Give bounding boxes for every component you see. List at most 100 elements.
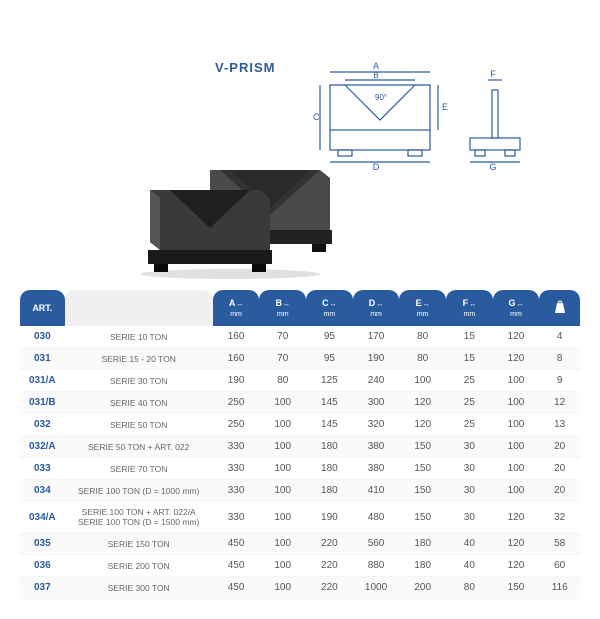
svg-text:D: D: [373, 162, 380, 170]
cell-f: 15: [446, 348, 493, 370]
cell-f: 30: [446, 458, 493, 480]
cell-a: 160: [213, 348, 260, 370]
cell-e: 200: [399, 577, 446, 599]
cell-c: 125: [306, 370, 353, 392]
cell-e: 100: [399, 370, 446, 392]
cell-desc: SERIE 15 - 20 TON: [65, 348, 213, 370]
table-row: 036SERIE 200 TON4501002208801804012060: [20, 555, 580, 577]
cell-f: 25: [446, 414, 493, 436]
cell-g: 100: [493, 414, 540, 436]
cell-kg: 58: [539, 533, 580, 555]
cell-art: 034: [20, 480, 65, 502]
cell-b: 100: [259, 533, 306, 555]
col-header-f: F↔mm: [446, 290, 493, 326]
cell-c: 190: [306, 502, 353, 533]
table-row: 031/BSERIE 40 TON2501001453001202510012: [20, 392, 580, 414]
cell-d: 380: [353, 436, 400, 458]
cell-b: 100: [259, 577, 306, 599]
cell-e: 80: [399, 326, 446, 348]
cell-art: 032/A: [20, 436, 65, 458]
cell-desc: SERIE 40 TON: [65, 392, 213, 414]
cell-d: 300: [353, 392, 400, 414]
col-header-desc: [65, 290, 213, 326]
cell-e: 150: [399, 436, 446, 458]
cell-e: 150: [399, 458, 446, 480]
col-header-a: A↔mm: [213, 290, 260, 326]
cell-art: 034/A: [20, 502, 65, 533]
cell-f: 30: [446, 502, 493, 533]
cell-g: 120: [493, 533, 540, 555]
cell-desc: SERIE 10 TON: [65, 326, 213, 348]
svg-text:E: E: [442, 102, 448, 112]
cell-c: 145: [306, 392, 353, 414]
col-header-kg: [539, 290, 580, 326]
cell-c: 180: [306, 480, 353, 502]
cell-art: 031: [20, 348, 65, 370]
cell-desc: SERIE 150 TON: [65, 533, 213, 555]
cell-kg: 20: [539, 480, 580, 502]
cell-d: 380: [353, 458, 400, 480]
cell-g: 100: [493, 480, 540, 502]
cell-f: 15: [446, 326, 493, 348]
cell-kg: 4: [539, 326, 580, 348]
cell-e: 80: [399, 348, 446, 370]
cell-kg: 20: [539, 436, 580, 458]
specs-table: ART.A↔mmB↔mmC↔mmD↔mmE↔mmF↔mmG↔mm 030SERI…: [20, 290, 580, 599]
cell-kg: 20: [539, 458, 580, 480]
cell-a: 190: [213, 370, 260, 392]
cell-art: 031/B: [20, 392, 65, 414]
cell-kg: 9: [539, 370, 580, 392]
cell-kg: 12: [539, 392, 580, 414]
cell-desc: SERIE 100 TON + ART. 022/A SERIE 100 TON…: [65, 502, 213, 533]
col-header-g: G↔mm: [493, 290, 540, 326]
cell-a: 450: [213, 555, 260, 577]
cell-b: 100: [259, 502, 306, 533]
cell-g: 120: [493, 348, 540, 370]
cell-b: 100: [259, 414, 306, 436]
cell-g: 120: [493, 502, 540, 533]
table-row: 032SERIE 50 TON2501001453201202510013: [20, 414, 580, 436]
cell-e: 120: [399, 392, 446, 414]
cell-c: 220: [306, 577, 353, 599]
table-header-row: ART.A↔mmB↔mmC↔mmD↔mmE↔mmF↔mmG↔mm: [20, 290, 580, 326]
cell-f: 80: [446, 577, 493, 599]
cell-d: 240: [353, 370, 400, 392]
cell-f: 25: [446, 392, 493, 414]
cell-g: 120: [493, 555, 540, 577]
svg-text:G: G: [489, 162, 496, 170]
cell-desc: SERIE 70 TON: [65, 458, 213, 480]
cell-f: 30: [446, 436, 493, 458]
cell-g: 100: [493, 436, 540, 458]
cell-c: 145: [306, 414, 353, 436]
cell-b: 100: [259, 436, 306, 458]
col-header-b: B↔mm: [259, 290, 306, 326]
cell-b: 80: [259, 370, 306, 392]
cell-art: 031/A: [20, 370, 65, 392]
cell-desc: SERIE 100 TON (D = 1000 mm): [65, 480, 213, 502]
cell-d: 560: [353, 533, 400, 555]
cell-a: 250: [213, 414, 260, 436]
cell-d: 410: [353, 480, 400, 502]
table-row: 032/ASERIE 50 TON + ART. 022330100180380…: [20, 436, 580, 458]
technical-drawing: 90° A B C D E F G: [310, 60, 530, 170]
cell-a: 450: [213, 577, 260, 599]
cell-a: 330: [213, 458, 260, 480]
cell-kg: 13: [539, 414, 580, 436]
col-header-d: D↔mm: [353, 290, 400, 326]
cell-c: 95: [306, 348, 353, 370]
col-header-c: C↔mm: [306, 290, 353, 326]
cell-b: 100: [259, 458, 306, 480]
cell-kg: 60: [539, 555, 580, 577]
cell-f: 40: [446, 555, 493, 577]
cell-b: 100: [259, 555, 306, 577]
cell-art: 030: [20, 326, 65, 348]
cell-d: 170: [353, 326, 400, 348]
cell-a: 330: [213, 502, 260, 533]
cell-art: 033: [20, 458, 65, 480]
cell-d: 880: [353, 555, 400, 577]
svg-text:A: A: [373, 61, 379, 71]
cell-a: 450: [213, 533, 260, 555]
cell-g: 120: [493, 326, 540, 348]
cell-a: 330: [213, 480, 260, 502]
angle-label: 90°: [375, 93, 387, 102]
